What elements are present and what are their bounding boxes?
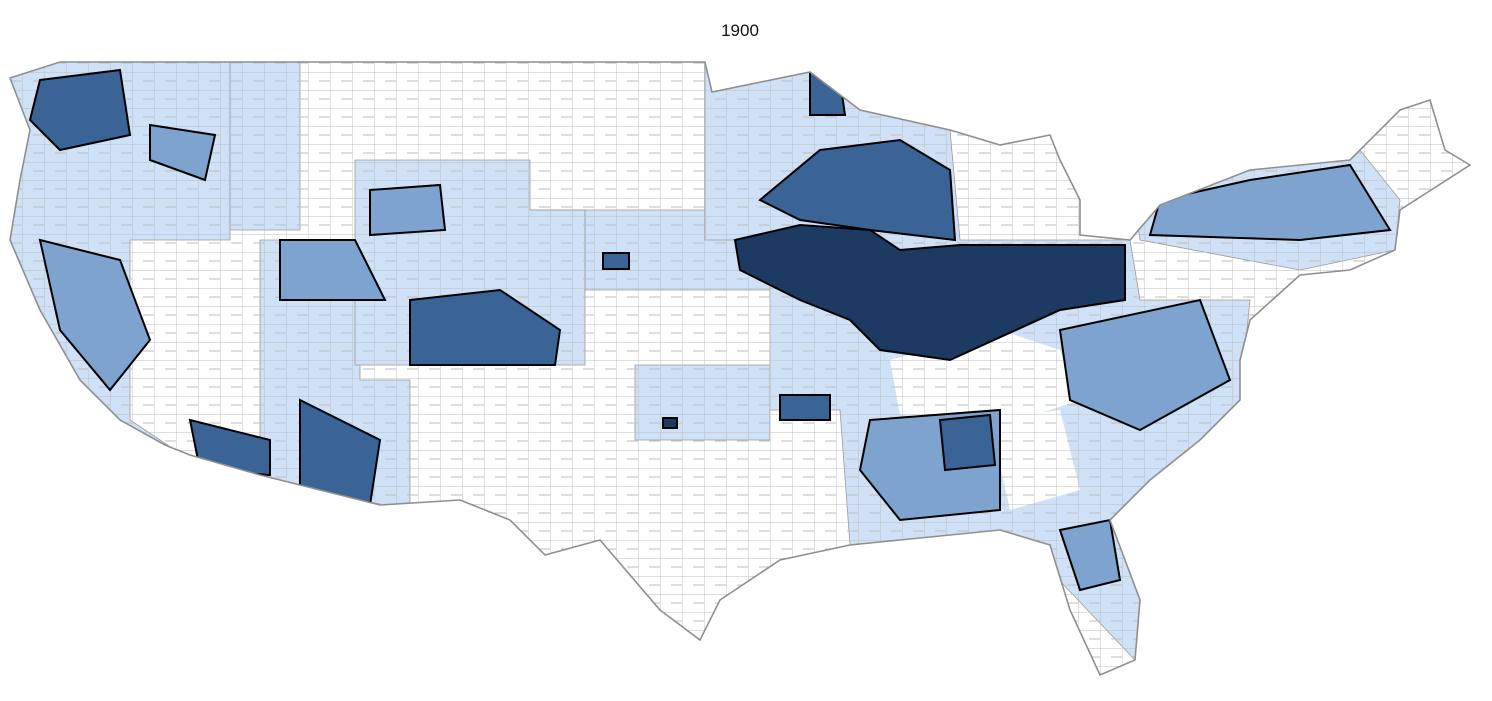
county-mn <box>809 70 847 116</box>
county-nebraska <box>602 252 630 270</box>
county-idaho <box>149 123 217 182</box>
region-newyork <box>1148 163 1392 242</box>
map-body <box>10 62 1470 675</box>
county-washington <box>28 68 132 152</box>
county-california <box>38 238 152 392</box>
map-title: 1900 <box>721 21 759 40</box>
county-utah <box>279 239 387 301</box>
county-oklahoma <box>662 417 678 429</box>
region-wisconsin <box>758 138 957 242</box>
region-midwest-dark <box>733 223 1126 362</box>
county-colorado <box>409 288 562 366</box>
county-alabama <box>938 413 997 472</box>
region-virginia <box>1058 298 1232 432</box>
county-lines <box>10 62 1470 675</box>
county-wyoming <box>369 183 447 237</box>
county-florida <box>1058 518 1122 592</box>
county-arkansas <box>779 394 831 421</box>
